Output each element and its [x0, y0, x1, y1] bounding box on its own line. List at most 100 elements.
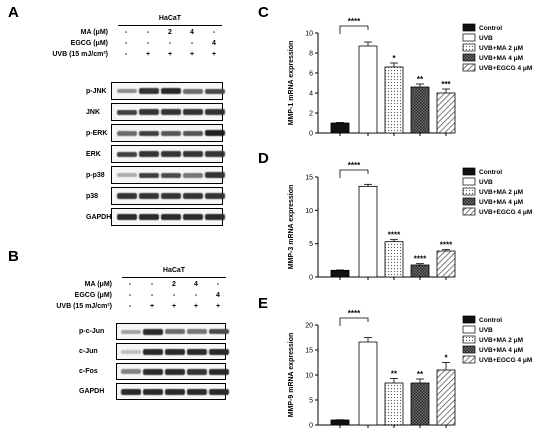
condition-symbol: - — [212, 29, 216, 36]
condition-label: EGCG (μM) — [74, 292, 112, 299]
condition-label: UVB (15 mJ/cm²) — [56, 303, 112, 310]
legend-swatch — [462, 23, 476, 32]
y-axis-label: MMP-3 mRNA expression — [288, 185, 295, 270]
protein-band — [161, 151, 181, 157]
legend-swatch — [462, 197, 476, 206]
protein-band — [183, 109, 203, 115]
protein-band — [117, 130, 137, 136]
condition-symbol: - — [128, 303, 132, 310]
legend-swatch — [462, 53, 476, 62]
y-tick-label: 15 — [305, 348, 313, 355]
condition-symbol: - — [168, 40, 172, 47]
bar — [436, 250, 456, 278]
condition-symbol: - — [124, 51, 128, 58]
legend-label: UVB+EGCG 4 μM — [479, 209, 532, 216]
cell-line-bar — [122, 277, 226, 278]
y-tick-label: 20 — [305, 323, 313, 330]
protein-band — [117, 109, 137, 115]
legend-swatch — [462, 207, 476, 216]
significance-label: * — [444, 354, 448, 363]
y-tick-label: 6 — [309, 71, 313, 78]
y-tick-label: 5 — [309, 398, 313, 405]
protein-band — [165, 368, 185, 375]
blot-row-label: p-p38 — [86, 171, 105, 179]
bracket-label: **** — [348, 17, 361, 26]
protein-band — [117, 89, 137, 93]
protein-band — [139, 214, 159, 220]
cell-line-label: HaCaT — [158, 15, 182, 22]
blot-strip — [111, 208, 225, 226]
y-tick-label: 10 — [305, 31, 313, 38]
y-tick-label: 2 — [309, 111, 313, 118]
protein-band — [183, 88, 203, 94]
y-tick-label: 8 — [309, 51, 313, 58]
condition-label: EGCG (μM) — [70, 40, 108, 47]
protein-band — [143, 328, 163, 335]
condition-label: MA (μM) — [84, 281, 112, 288]
condition-symbol: 4 — [212, 40, 216, 47]
protein-band — [161, 130, 181, 136]
blot-row-label: JNK — [86, 108, 101, 116]
blot-row-label: ERK — [86, 150, 101, 158]
condition-symbol: - — [128, 292, 132, 299]
protein-band — [121, 349, 141, 354]
legend-swatch — [462, 335, 476, 344]
condition-symbol: + — [189, 51, 195, 58]
protein-band — [183, 130, 203, 136]
significance-label: * — [392, 54, 396, 63]
blot-strip — [111, 82, 225, 100]
condition-symbol: 4 — [190, 29, 194, 36]
condition-symbol: + — [215, 303, 221, 310]
protein-band — [161, 88, 181, 94]
condition-symbol: - — [190, 40, 194, 47]
protein-band — [139, 130, 159, 136]
bar — [384, 382, 404, 426]
bar — [410, 382, 430, 426]
significance-bracket — [339, 25, 369, 34]
legend-label: Control — [479, 317, 502, 324]
bar — [330, 122, 350, 134]
legend-swatch — [462, 63, 476, 72]
protein-band — [121, 369, 141, 374]
panel-label-d: D — [258, 150, 269, 167]
protein-band — [139, 193, 159, 199]
legend-label: UVB+MA 2 μM — [479, 45, 523, 52]
legend-label: UVB+EGCG 4 μM — [479, 357, 532, 364]
condition-symbol: 2 — [168, 29, 172, 36]
significance-label: **** — [440, 241, 453, 250]
protein-band — [139, 172, 159, 178]
y-tick-label: 10 — [305, 373, 313, 380]
condition-label: UVB (15 mJ/cm²) — [52, 51, 108, 58]
protein-band — [161, 109, 181, 115]
bar — [358, 45, 378, 134]
legend-label: UVB+MA 4 μM — [479, 55, 523, 62]
protein-band — [165, 388, 185, 395]
y-axis-label: MMP-9 mRNA expression — [288, 333, 295, 418]
condition-symbol: + — [171, 303, 177, 310]
blot-row-label: p-JNK — [86, 87, 107, 95]
cell-line-bar — [118, 25, 222, 26]
legend-label: UVB — [479, 327, 493, 334]
legend-swatch — [462, 167, 476, 176]
blot-strip — [111, 124, 225, 142]
legend-swatch — [462, 43, 476, 52]
protein-band — [209, 329, 229, 334]
bar — [358, 185, 378, 278]
protein-band — [165, 329, 185, 334]
legend-swatch — [462, 345, 476, 354]
legend-label: UVB+MA 2 μM — [479, 337, 523, 344]
bracket-label: **** — [348, 309, 361, 318]
protein-band — [117, 151, 137, 157]
bar — [410, 264, 430, 278]
blot-row-label: p-c-Jun — [79, 328, 105, 335]
y-tick-label: 0 — [309, 131, 313, 138]
blot-strip — [116, 363, 229, 380]
legend-swatch — [462, 187, 476, 196]
condition-symbol: - — [172, 292, 176, 299]
significance-bracket — [339, 317, 369, 326]
protein-band — [205, 88, 225, 94]
y-tick-label: 0 — [309, 275, 313, 282]
condition-symbol: + — [145, 51, 151, 58]
blot-strip — [111, 187, 225, 205]
